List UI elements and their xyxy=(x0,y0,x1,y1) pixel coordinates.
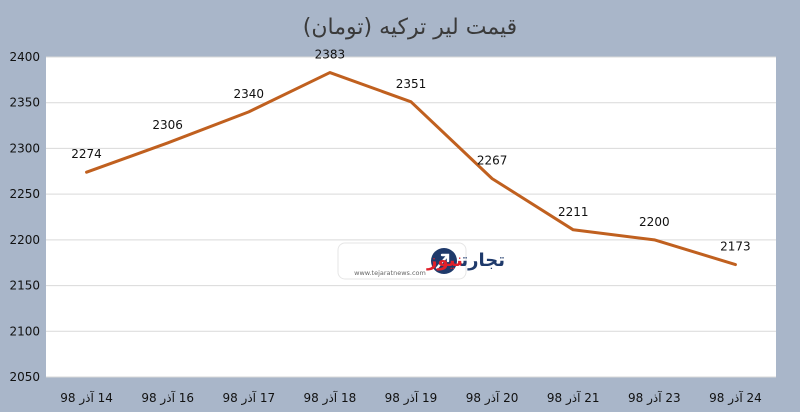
x-tick-label: 14 آذر 98 xyxy=(60,390,113,406)
x-tick-label: 17 آذر 98 xyxy=(222,390,275,406)
data-label: 2351 xyxy=(396,77,427,91)
logo-url: www.tejaratnews.com xyxy=(354,269,426,277)
y-tick-label: 2100 xyxy=(9,324,40,338)
x-tick-label: 21 آذر 98 xyxy=(547,390,600,406)
logo-brand-text: تجارتنیوز xyxy=(426,250,505,271)
chart-title: قیمت لیر ترکیه (تومان) xyxy=(303,15,517,40)
logo-brand-part2: نیوز xyxy=(426,250,464,271)
y-tick-label: 2250 xyxy=(9,187,40,201)
y-tick-label: 2350 xyxy=(9,96,40,110)
x-axis: 14 آذر 98 16 آذر 98 17 آذر 98 18 آذر 98 19 آ… xyxy=(60,390,762,406)
x-tick-label: 20 آذر 98 xyxy=(466,390,519,406)
y-tick-label: 2400 xyxy=(9,50,40,64)
y-tick-label: 2200 xyxy=(9,233,40,247)
gridlines xyxy=(46,56,776,378)
data-label: 2274 xyxy=(71,147,102,161)
x-tick-label: 18 آذر 98 xyxy=(304,390,357,406)
watermark-logo: تجارتنیوز www.tejaratnews.com xyxy=(337,242,505,280)
data-label: 2211 xyxy=(558,205,589,219)
y-axis: 2050 2100 2150 2200 2250 2300 2350 2400 xyxy=(9,50,40,384)
data-label: 2267 xyxy=(477,154,508,168)
plot-area xyxy=(46,57,776,377)
y-tick-label: 2300 xyxy=(9,141,40,155)
data-label: 2200 xyxy=(639,215,670,229)
series-line-path xyxy=(85,71,737,267)
x-tick-label: 19 آذر 98 xyxy=(385,390,438,406)
data-label: 2383 xyxy=(315,48,346,62)
y-tick-label: 2150 xyxy=(9,279,40,293)
series-line xyxy=(85,71,737,267)
x-tick-label: 24 آذر 98 xyxy=(709,390,762,406)
data-labels: 2274 2306 2340 2383 2351 2267 2211 2200 2173 xyxy=(71,48,750,254)
logo-arrow-icon xyxy=(435,253,450,270)
x-tick-label: 16 آذر 98 xyxy=(141,390,194,406)
logo-brand-part1: تجارت xyxy=(460,250,505,271)
watermark-background xyxy=(337,242,467,280)
data-label: 2340 xyxy=(234,87,265,101)
y-tick-label: 2050 xyxy=(9,370,40,384)
x-tick-label: 23 آذر 98 xyxy=(628,390,681,406)
data-label: 2173 xyxy=(720,240,751,254)
data-label: 2306 xyxy=(152,118,183,132)
